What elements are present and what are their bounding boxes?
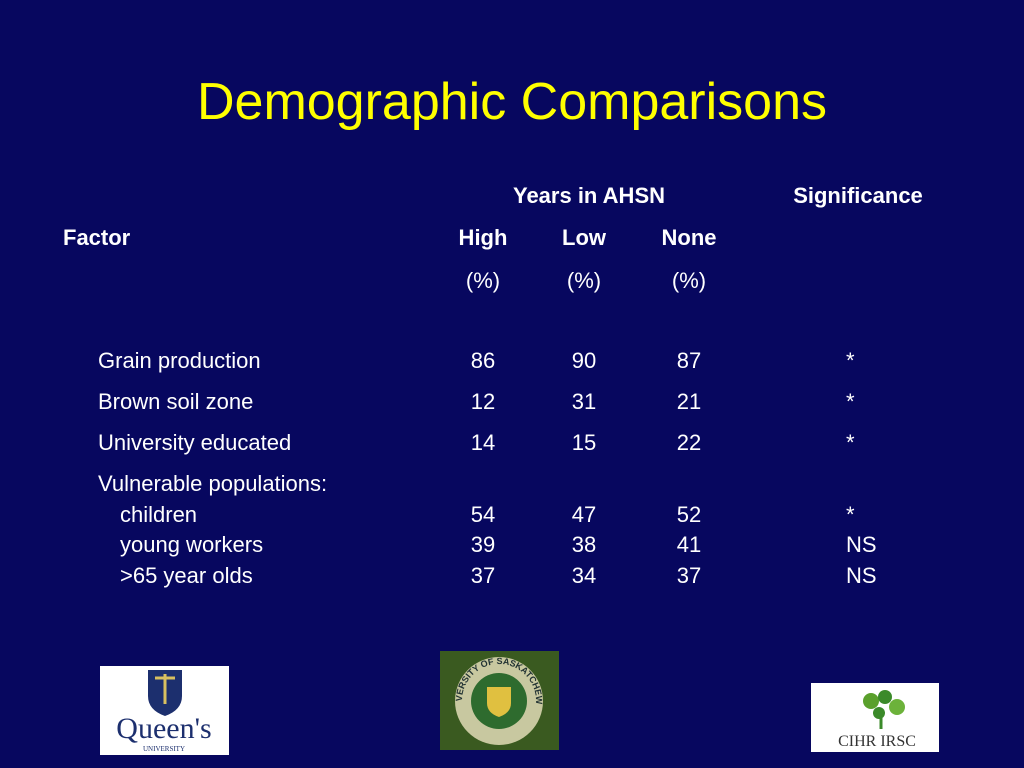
- sask-logo: UNIVERSITY OF SASKATCHEWAN: [437, 643, 559, 750]
- queens-sub: UNIVERSITY: [143, 745, 185, 753]
- significance-header: Significance: [793, 183, 923, 208]
- cell: 14: [470, 430, 496, 455]
- cihr-text: CIHR IRSC: [838, 733, 916, 750]
- significance: *: [846, 348, 855, 373]
- cell: 31: [571, 389, 597, 414]
- cell: 15: [571, 430, 597, 455]
- column-header: High: [458, 225, 508, 250]
- cell: 12: [470, 389, 496, 414]
- factor: young workers: [120, 532, 264, 557]
- cell: 47: [571, 502, 597, 527]
- cell: 87: [676, 348, 702, 373]
- queens-crest: Queen's UNIVERSITY: [116, 670, 212, 753]
- sask-seal: UNIVERSITY OF SASKATCHEWAN: [437, 643, 544, 745]
- factor-header: Factor: [63, 225, 131, 250]
- significance: *: [846, 430, 855, 455]
- queens-text: Queen's: [116, 712, 211, 745]
- significance: *: [846, 502, 855, 527]
- cell: 34: [571, 563, 597, 588]
- cell: 90: [571, 348, 597, 373]
- factor: children: [120, 502, 198, 527]
- column-header: Low: [562, 225, 606, 250]
- significance: NS: [846, 563, 877, 588]
- column-unit: (%): [671, 268, 707, 293]
- cell: 38: [571, 532, 597, 557]
- significance: *: [846, 389, 855, 414]
- cell: 22: [676, 430, 702, 455]
- column-unit: (%): [465, 268, 501, 293]
- cihr-mark: CIHR IRSC: [838, 690, 916, 750]
- factor: Brown soil zone: [98, 389, 254, 414]
- column-header: None: [661, 225, 717, 250]
- cell: 41: [676, 532, 702, 557]
- queens-logo: Queen's UNIVERSITY: [100, 666, 229, 755]
- cell: 52: [676, 502, 702, 527]
- cell: 37: [470, 563, 496, 588]
- cell: 54: [470, 502, 496, 527]
- group-header: Years in AHSN: [512, 183, 666, 208]
- column-unit: (%): [566, 268, 602, 293]
- factor: >65 year olds: [120, 563, 253, 588]
- cell: 21: [676, 389, 702, 414]
- cell: 39: [470, 532, 496, 557]
- cihr-logo: CIHR IRSC: [811, 683, 939, 752]
- cell: 86: [470, 348, 496, 373]
- factor: University educated: [98, 430, 292, 455]
- section-label: Vulnerable populations:: [98, 471, 328, 496]
- factor: Grain production: [98, 348, 261, 373]
- slide-title: Demographic Comparisons: [196, 73, 828, 131]
- cell: 37: [676, 563, 702, 588]
- significance: NS: [846, 532, 877, 557]
